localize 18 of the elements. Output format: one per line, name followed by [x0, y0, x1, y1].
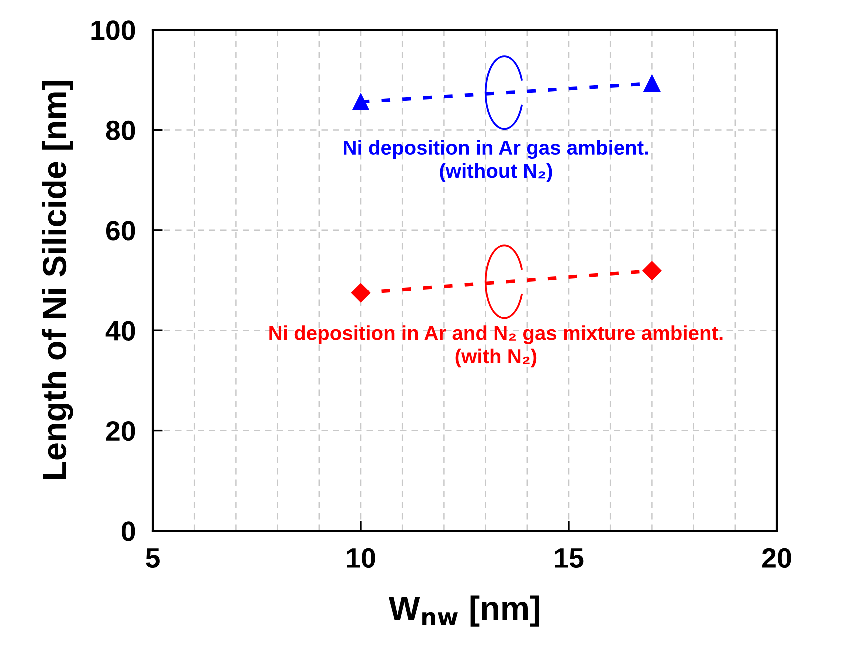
text: Ni deposition in Ar and N₂ gas mixture ambient. (with N₂)	[270, 326, 723, 368]
x-tick-label: 15	[555, 548, 584, 568]
series-label: Ni deposition in Ar gas ambient. (without N₂)	[344, 140, 648, 182]
y-tick-label: 80	[106, 120, 136, 141]
point	[351, 283, 371, 303]
x-tick-label: 5	[146, 548, 160, 568]
y-tick-label: 100	[92, 20, 136, 40]
y-tick-label: 60	[106, 221, 136, 241]
x-tick-label: 10	[347, 548, 376, 568]
x-axis-title: W$_{nw}$ [nm]	[388, 596, 540, 627]
y-tick-label: 40	[106, 321, 136, 341]
y-axis-title: Length of Ni Silicide [nm]	[42, 81, 74, 480]
y-tick-label: 0	[122, 522, 136, 542]
point	[642, 261, 662, 281]
point	[644, 75, 661, 92]
y-tick-label: 20	[106, 421, 136, 442]
x-tick-label: 20	[762, 548, 792, 568]
point	[352, 94, 370, 110]
